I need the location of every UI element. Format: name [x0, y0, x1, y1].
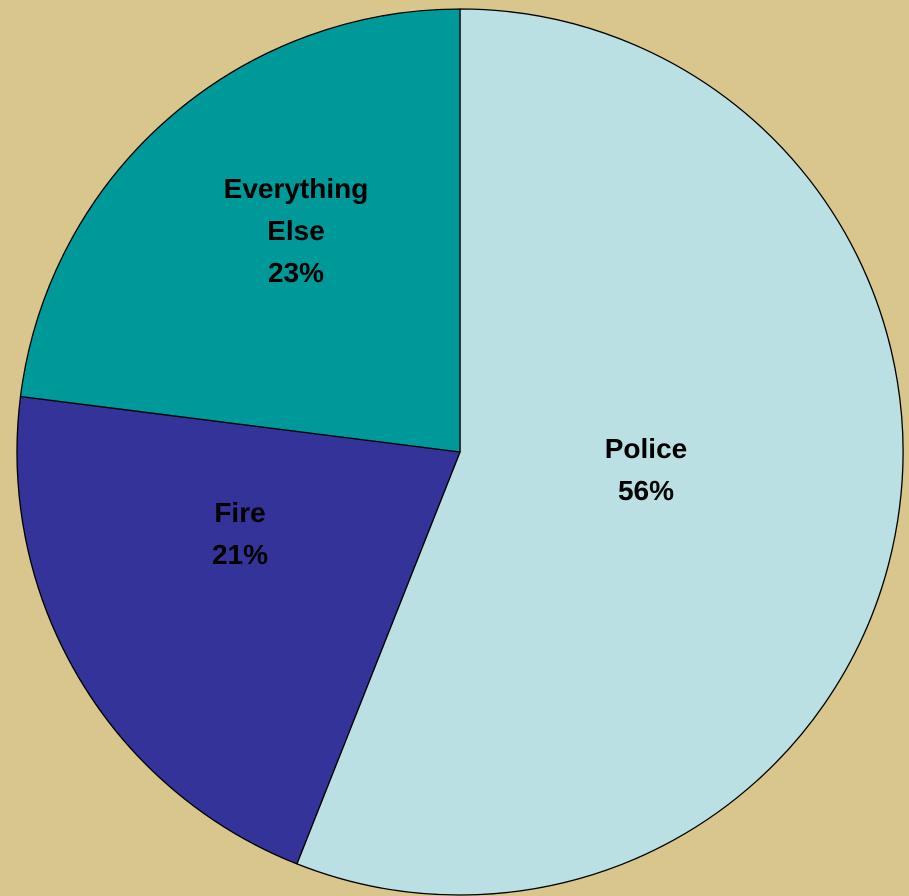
pie-slice-everything-else — [19, 8, 461, 453]
slice-label-police: Police 56% — [605, 433, 687, 506]
slice-percent-text: 21% — [212, 539, 268, 570]
slice-label-fire: Fire 21% — [212, 497, 268, 570]
slice-percent-text: 23% — [268, 257, 324, 288]
pie-slice-fire — [16, 395, 461, 865]
slice-category-text: Fire — [214, 497, 265, 528]
pie-slice-police — [296, 8, 904, 896]
slice-category-text: Everything — [224, 173, 369, 204]
slice-label-everything-else: Everything Else 23% — [224, 173, 369, 288]
slice-category-text: Else — [267, 215, 325, 246]
slice-category-text: Police — [605, 433, 687, 464]
slice-percent-text: 56% — [618, 475, 674, 506]
